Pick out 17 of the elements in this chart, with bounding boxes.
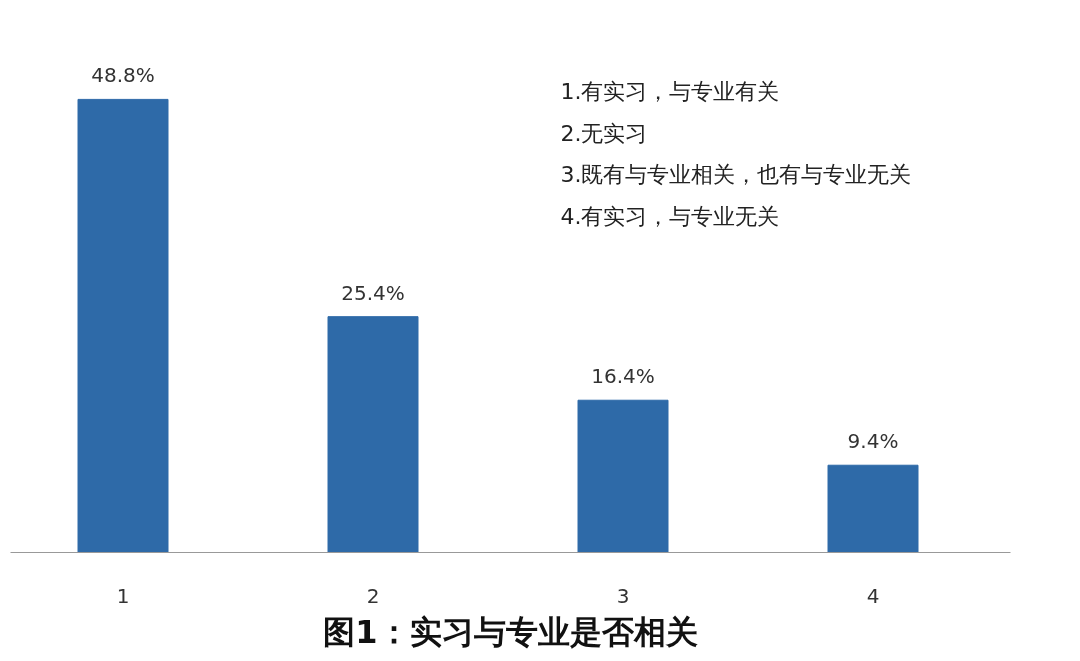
data-label: 9.4%: [847, 429, 899, 454]
bar: [327, 316, 419, 553]
annotation: 4.有实习，与专业无关: [560, 203, 780, 229]
x-tick-label: 3: [616, 583, 630, 608]
x-tick-label: 4: [866, 583, 880, 608]
data-label: 48.8%: [91, 63, 155, 88]
x-tick-label: 1: [116, 583, 130, 608]
annotation: 3.既有与专业相关，也有与专业无关: [560, 162, 912, 188]
annotation: 2.无实习: [560, 120, 648, 146]
annotation: 1.有实习，与专业有关: [560, 79, 780, 105]
bar: [577, 399, 669, 553]
text: 图1：实习与专业是否相关: [323, 612, 698, 651]
bar: [827, 464, 919, 553]
x-tick-label: 2: [366, 583, 380, 608]
data-label: 16.4%: [591, 364, 655, 389]
data-label: 25.4%: [341, 280, 405, 305]
bar: [77, 98, 169, 553]
